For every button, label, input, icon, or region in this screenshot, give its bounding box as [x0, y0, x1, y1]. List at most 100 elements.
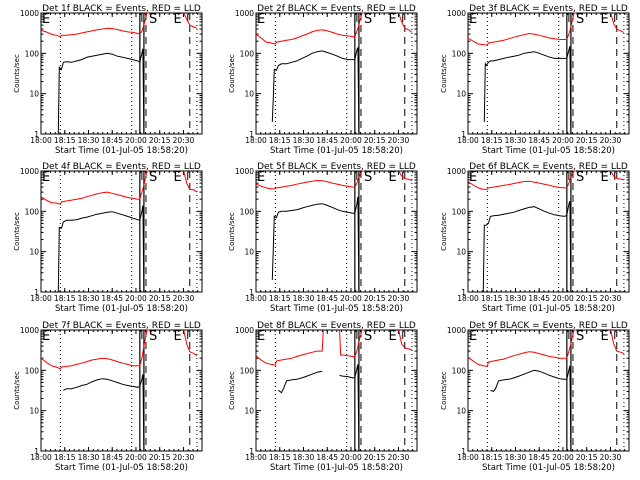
x-tick-label: 18:45	[528, 136, 550, 145]
chart-title: Det 1f BLACK = Events, RED = LLD	[42, 4, 201, 14]
x-tick-label: 20:30	[173, 294, 195, 303]
x-tick-label: 18:00	[457, 453, 479, 462]
chart-panel-7: Det 7f BLACK = Events, RED = LLD 1 10 100 10…	[13, 321, 203, 473]
chart-panel-3: Det 3f BLACK = Events, RED = LLD 1 10 100 10…	[440, 4, 630, 156]
event-marker-label: S	[364, 170, 372, 185]
series-line-lld	[467, 170, 576, 190]
x-tick-label: 18:30	[78, 453, 100, 462]
x-tick-label: 18:45	[316, 294, 338, 303]
y-axis-label: Counts/sec	[228, 54, 236, 93]
plot-frame	[40, 329, 203, 452]
event-marker-label: E	[42, 12, 50, 27]
x-tick-label: 18:15	[269, 136, 291, 145]
series-line-lld-tail	[398, 12, 413, 33]
chart-panel-6: Det 6f BLACK = Events, RED = LLD 1 10 100 10…	[440, 162, 630, 314]
y-axis-label: Counts/sec	[13, 212, 21, 251]
y-tick-label: 1	[34, 288, 39, 297]
x-axis-label: Start Time (01-Jul-05 18:58:20)	[482, 463, 615, 473]
x-tick-label: 18:15	[481, 453, 503, 462]
x-tick-label: 18:45	[101, 294, 123, 303]
x-tick-label: 18:00	[457, 294, 479, 303]
chart-panel-9: Det 9f BLACK = Events, RED = LLD 1 10 100 10…	[440, 321, 630, 473]
y-tick-label: 1	[249, 288, 254, 297]
x-tick-label: 18:15	[54, 453, 76, 462]
x-tick-label: 20:30	[388, 294, 410, 303]
y-tick-label: 10	[29, 248, 39, 257]
event-marker-label: E	[600, 329, 608, 344]
x-tick-label: 20:30	[388, 453, 410, 462]
y-axis-label: Counts/sec	[13, 54, 21, 93]
chart-panel-8: Det 8f BLACK = Events, RED = LLD 1 10 100 10…	[228, 321, 418, 473]
series-line-lld	[467, 329, 576, 367]
y-tick-label: 100	[25, 49, 40, 58]
y-tick-label: 10	[456, 248, 466, 257]
chart-title: Det 2f BLACK = Events, RED = LLD	[257, 4, 416, 14]
series-line-lld-tail	[610, 329, 625, 355]
series-line-lld	[40, 329, 149, 370]
flare-bracket	[356, 12, 363, 22]
series-line-lld	[255, 329, 324, 366]
flare-bracket	[141, 329, 148, 339]
chart-title: Det 8f BLACK = Events, RED = LLD	[257, 321, 416, 331]
series-line-lld-tail	[183, 12, 198, 29]
plot-frame	[467, 12, 630, 135]
flare-bracket	[356, 329, 363, 339]
event-marker-label: S	[149, 170, 157, 185]
x-tick-label: 18:15	[481, 136, 503, 145]
y-tick-label: 100	[25, 207, 40, 216]
y-tick-label: 1	[461, 130, 466, 139]
x-axis-label: Start Time (01-Jul-05 18:58:20)	[270, 463, 403, 473]
x-axis-label: Start Time (01-Jul-05 18:58:20)	[270, 304, 403, 314]
y-axis-label: Counts/sec	[440, 371, 448, 410]
event-marker-label: E	[257, 170, 265, 185]
y-tick-label: 1000	[20, 167, 39, 176]
x-tick-label: 20:30	[600, 453, 622, 462]
flare-bracket	[141, 170, 148, 180]
flare-bracket	[568, 170, 575, 180]
x-tick-label: 18:30	[78, 294, 100, 303]
x-tick-label: 20:30	[388, 136, 410, 145]
y-tick-label: 1	[34, 130, 39, 139]
x-tick-label: 18:45	[101, 136, 123, 145]
y-tick-label: 100	[452, 366, 467, 375]
series-line-lld-tail	[183, 170, 198, 193]
y-tick-label: 10	[29, 90, 39, 99]
series-line-events	[57, 48, 145, 135]
series-line-lld-tail	[398, 329, 413, 351]
x-axis-label: Start Time (01-Jul-05 18:58:20)	[55, 304, 188, 314]
chart-title: Det 5f BLACK = Events, RED = LLD	[257, 162, 416, 172]
event-marker-label: S	[576, 329, 584, 344]
y-tick-label: 1000	[447, 9, 466, 18]
series-line-events-b	[339, 364, 360, 452]
x-tick-label: 20:15	[576, 136, 598, 145]
chart-title: Det 4f BLACK = Events, RED = LLD	[42, 162, 201, 172]
flare-bracket	[141, 12, 148, 22]
series-line-lld-tail	[610, 12, 625, 33]
event-marker-label: E	[469, 170, 477, 185]
series-line-lld-tail	[610, 170, 625, 181]
y-axis-label: Counts/sec	[228, 212, 236, 251]
x-tick-label: 18:00	[457, 136, 479, 145]
x-axis-label: Start Time (01-Jul-05 18:58:20)	[482, 146, 615, 156]
y-tick-label: 10	[29, 407, 39, 416]
event-marker-label: E	[42, 329, 50, 344]
plot-frame	[40, 170, 203, 293]
x-tick-label: 20:00	[125, 136, 147, 145]
series-line-lld	[255, 170, 364, 190]
x-tick-label: 18:45	[101, 453, 123, 462]
x-tick-label: 18:00	[30, 453, 52, 462]
event-marker-label: E	[173, 329, 181, 344]
x-tick-label: 20:15	[149, 294, 171, 303]
event-marker-label: E	[469, 12, 477, 27]
x-tick-label: 20:00	[552, 294, 574, 303]
x-tick-label: 18:45	[528, 294, 550, 303]
x-tick-label: 18:00	[245, 453, 267, 462]
x-tick-label: 20:15	[576, 453, 598, 462]
x-tick-label: 20:15	[149, 136, 171, 145]
flare-bracket	[568, 329, 575, 339]
x-tick-label: 18:30	[505, 453, 527, 462]
event-marker-label: S	[364, 12, 372, 27]
chart-panel-1: Det 1f BLACK = Events, RED = LLD 1 10 100 10…	[13, 4, 203, 156]
event-marker-label: E	[173, 170, 181, 185]
x-tick-label: 20:30	[173, 136, 195, 145]
